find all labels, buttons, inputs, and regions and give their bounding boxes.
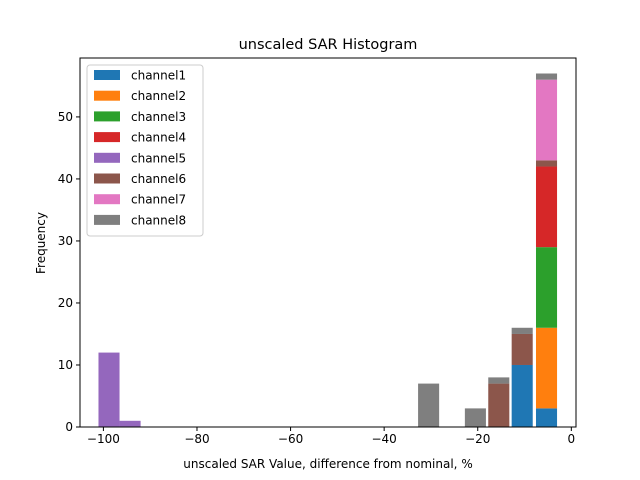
x-tick-label: −100 xyxy=(87,432,120,446)
legend-label-channel8: channel8 xyxy=(131,213,186,227)
legend-label-channel1: channel1 xyxy=(131,69,186,83)
bar-channel8-bin-6 xyxy=(535,73,558,80)
bar-channel6-bin-5 xyxy=(511,333,533,365)
bar-channel5-bin-0 xyxy=(98,352,120,427)
bar-channel8-bin-4 xyxy=(488,377,510,384)
legend-swatch-channel8 xyxy=(94,214,120,225)
legend-swatch-channel5 xyxy=(94,152,120,163)
bar-channel1-bin-5 xyxy=(511,364,533,427)
x-axis-label: unscaled SAR Value, difference from nomi… xyxy=(183,457,472,471)
y-axis-ticks: 0 10 20 30 40 50 xyxy=(58,110,80,434)
legend-swatch-channel3 xyxy=(94,111,120,122)
y-tick-label: 40 xyxy=(58,172,73,186)
legend-label-channel7: channel7 xyxy=(131,193,186,207)
legend-frame xyxy=(86,64,204,237)
y-tick-label: 10 xyxy=(58,358,73,372)
x-tick-label: −40 xyxy=(371,432,396,446)
bar-channel8-bin-3 xyxy=(464,408,486,427)
y-tick-label: 20 xyxy=(58,296,73,310)
y-tick-label: 50 xyxy=(58,110,73,124)
bar-channel5-bin-1 xyxy=(119,420,141,427)
bar-channel8-bin-5 xyxy=(511,327,533,334)
legend-swatch-channel4 xyxy=(94,132,120,143)
y-axis-label: Frequency xyxy=(34,212,48,274)
x-tick-label: 0 xyxy=(568,432,576,446)
bar-channel1-bin-6 xyxy=(535,408,558,427)
x-tick-label: −60 xyxy=(278,432,303,446)
legend-label-channel6: channel6 xyxy=(131,172,186,186)
bar-channel7-bin-6 xyxy=(535,79,558,161)
plot-frame xyxy=(79,57,577,428)
legend-label-channel2: channel2 xyxy=(131,89,186,103)
y-tick-label: 30 xyxy=(58,234,73,248)
x-tick-label: −80 xyxy=(184,432,209,446)
bar-channel6-bin-6 xyxy=(535,160,558,167)
legend-swatch-channel1 xyxy=(94,70,120,80)
legend-label-channel4: channel4 xyxy=(131,131,186,145)
bar-channel8-bin-2 xyxy=(418,383,440,427)
legend: channel1 channel2 channel3 channel4 channel5… xyxy=(86,64,204,237)
legend-swatch-channel7 xyxy=(94,194,120,205)
bar-channel6-bin-4 xyxy=(488,383,510,427)
legend-swatch-channel6 xyxy=(94,173,120,184)
legend-label-channel3: channel3 xyxy=(131,110,186,124)
y-tick-label: 0 xyxy=(65,420,73,434)
bar-channel2-bin-6 xyxy=(535,327,558,409)
chart-title: unscaled SAR Histogram xyxy=(239,37,418,53)
bar-channel3-bin-6 xyxy=(535,247,558,328)
legend-label-channel5: channel5 xyxy=(131,151,186,165)
x-tick-label: −20 xyxy=(465,432,490,446)
bar-channel4-bin-6 xyxy=(535,166,558,248)
legend-swatch-channel2 xyxy=(94,90,120,101)
bars-layer xyxy=(98,73,558,427)
x-axis-ticks: −100 −80 −60 −40 −20 0 xyxy=(87,427,575,446)
